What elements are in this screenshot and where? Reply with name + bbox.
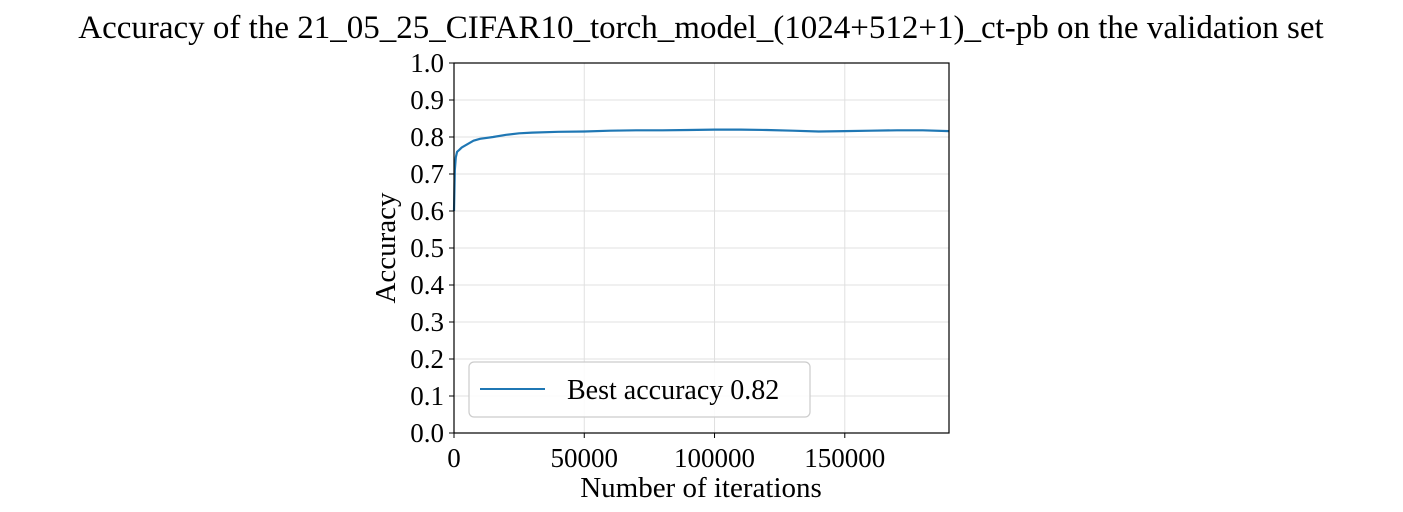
y-tick-label: 0.7 xyxy=(410,159,444,189)
y-tick-label: 0.2 xyxy=(410,344,444,374)
series-layer xyxy=(452,128,950,212)
x-axis: 0 50000 100000 150000 xyxy=(447,433,885,473)
legend-box xyxy=(468,361,811,418)
y-axis: 0.0 0.1 0.2 0.3 0.4 0.5 0.6 0.7 0.8 0.9 1.0 xyxy=(410,48,454,448)
y-tick-label: 0.6 xyxy=(410,196,444,226)
y-tick-label: 0.8 xyxy=(410,122,444,152)
y-tick-label: 0.9 xyxy=(410,85,444,115)
y-axis-label: Accuracy xyxy=(370,192,402,304)
chart-title: Accuracy of the 21_05_25_CIFAR10_torch_m… xyxy=(78,10,1323,46)
y-tick-label: 0.5 xyxy=(410,233,444,263)
series-line-best-accuracy xyxy=(452,128,950,212)
x-tick-label: 100000 xyxy=(674,443,755,473)
legend-label-best-accuracy: Best accuracy 0.82 xyxy=(567,375,779,406)
x-tick-label: 50000 xyxy=(551,443,619,473)
y-tick-label: 0.3 xyxy=(410,307,444,337)
y-tick-label: 1.0 xyxy=(410,48,444,78)
y-tick-label: 0.4 xyxy=(410,270,444,300)
x-tick-label: 150000 xyxy=(804,443,885,473)
y-tick-label: 0.1 xyxy=(410,381,444,411)
x-axis-label: Number of iterations xyxy=(580,472,822,504)
x-tick-label: 0 xyxy=(447,443,461,473)
y-tick-label: 0.0 xyxy=(410,418,444,448)
legend: Best accuracy 0.82 xyxy=(468,361,811,418)
